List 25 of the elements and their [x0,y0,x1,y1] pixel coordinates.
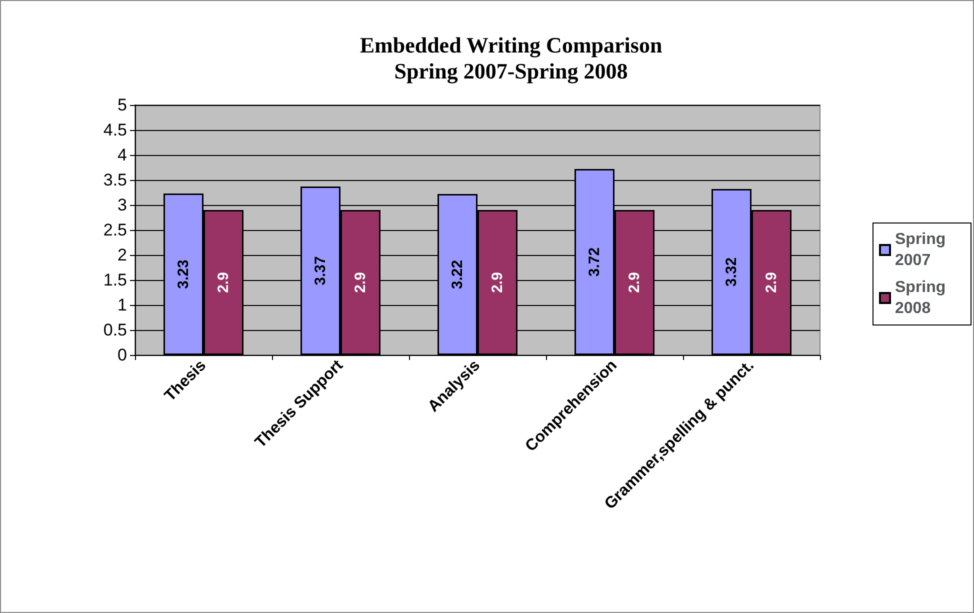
legend-label: Spring 2008 [895,279,950,317]
y-tick-label: 2.5 [103,220,127,240]
data-label: 3.22 [449,260,466,290]
chart-subtitle: Spring 2007-Spring 2008 [394,58,628,84]
data-label: 3.23 [175,260,192,289]
data-label: 2.9 [489,272,506,293]
y-tick-label: 5 [118,96,127,114]
y-tick-label: 4 [118,146,127,164]
data-label: 2.9 [626,272,643,293]
data-label: 2.9 [352,272,369,293]
data-label: 3.72 [586,247,603,277]
y-tick-label: 2 [118,246,127,264]
y-tick-label: 1 [118,296,127,314]
legend-label: Spring 2007 [895,231,950,269]
y-tick-label: 3 [118,196,127,214]
y-tick-label: 3.5 [103,170,127,190]
y-tick-label: 1.5 [103,270,127,290]
data-label: 2.9 [763,272,780,293]
data-label: 3.32 [723,257,740,287]
chart-title: Embedded Writing Comparison [360,32,662,58]
y-tick-label: 4.5 [103,120,127,140]
data-label: 3.37 [312,256,329,286]
y-tick-label: 0.5 [103,320,127,340]
y-tick-label: 0 [118,346,127,364]
data-label: 2.9 [215,272,232,293]
